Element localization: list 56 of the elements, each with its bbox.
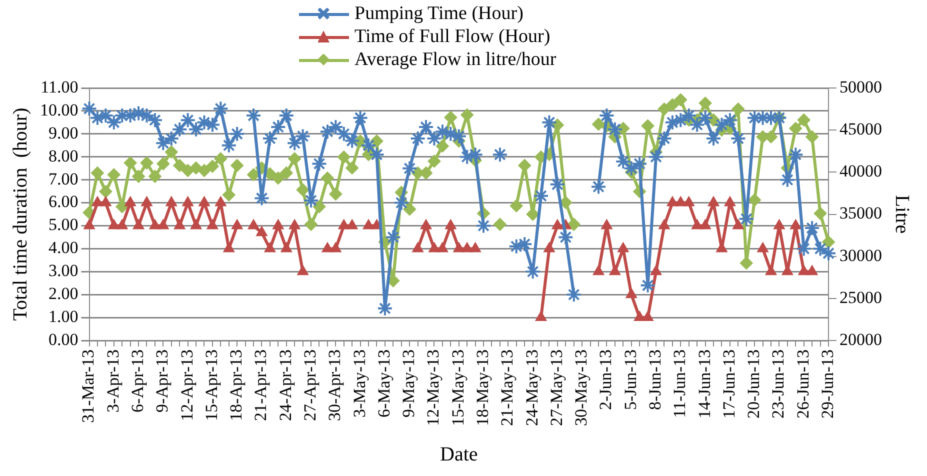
x-tick-label: 31-Mar-13 (78, 350, 98, 423)
y-tick-label: 1.00 (48, 307, 78, 326)
x-tick-label: 5-Jun-13 (620, 350, 640, 410)
x-tick-label: 21-May-13 (498, 350, 517, 426)
y2-tick-label: 20000 (840, 330, 882, 349)
y-tick-label: 10.00 (40, 100, 78, 120)
y2-tick-label: 25000 (840, 288, 882, 307)
legend-label: Pumping Time (Hour) (354, 2, 524, 24)
x-tick-label: 3-May-13 (350, 350, 369, 418)
x-tick-label: 29-Jun-13 (818, 350, 837, 418)
x-tick-label: 24-May-13 (522, 350, 542, 426)
x-tick-label: 6-Apr-13 (128, 350, 147, 412)
legend-label: Time of Full Flow (Hour) (354, 26, 550, 48)
y-tick-label: 11.00 (40, 77, 78, 96)
y2-tick-label: 30000 (840, 246, 882, 265)
y-tick-label: 2.00 (48, 284, 78, 304)
y2-tick-label: 35000 (840, 204, 882, 223)
x-tick-label: 15-May-13 (448, 350, 468, 426)
x-tick-label: 17-Jun-13 (719, 350, 738, 418)
x-tick-label: 30-Apr-13 (325, 350, 344, 421)
x-tick-label: 18-Apr-13 (226, 350, 246, 421)
x-tick-label: 21-Apr-13 (251, 350, 270, 421)
y-tick-label: 7.00 (48, 169, 78, 188)
x-tick-label: 15-Apr-13 (202, 350, 221, 421)
y-tick-label: 6.00 (48, 192, 78, 212)
x-tick-label: 9-May-13 (399, 350, 418, 418)
legend-label: Average Flow in litre/hour (354, 48, 556, 70)
x-tick-label: 26-Jun-13 (793, 350, 812, 418)
y2-axis-title: Litre (890, 194, 913, 234)
y-tick-label: 3.00 (48, 261, 78, 280)
x-tick-label: 18-May-13 (472, 350, 492, 426)
x-tick-label: 24-Apr-13 (276, 350, 295, 421)
y-tick-label: 0.00 (48, 330, 78, 349)
y2-tick-label: 40000 (840, 162, 882, 181)
x-tick-label: 30-May-13 (572, 350, 591, 426)
x-tick-label: 11-Jun-13 (670, 350, 690, 418)
x-tick-label: 23-Jun-13 (768, 350, 788, 418)
x-tick-label: 9-Apr-13 (152, 350, 172, 412)
y-axis-title: Total time duration (hour) (9, 108, 32, 321)
x-axis-title: Date (440, 443, 478, 466)
x-tick-label: 20-Jun-13 (744, 350, 764, 418)
x-tick-label: 12-Apr-13 (177, 350, 196, 421)
y-tick-label: 8.00 (48, 146, 78, 166)
y2-tick-label: 45000 (840, 120, 882, 139)
x-tick-label: 8-Jun-13 (645, 350, 664, 410)
x-tick-label: 12-May-13 (424, 350, 443, 426)
y2-tick-label: 50000 (840, 77, 882, 96)
x-tick-label: 3-Apr-13 (103, 350, 122, 412)
x-tick-label: 14-Jun-13 (694, 350, 714, 418)
x-tick-label: 6-May-13 (374, 350, 394, 418)
x-tick-label: 27-Apr-13 (300, 350, 320, 421)
y-tick-label: 9.00 (48, 123, 78, 142)
x-tick-label: 27-May-13 (546, 350, 566, 426)
x-tick-label: 2-Jun-13 (596, 350, 616, 410)
y-tick-label: 5.00 (48, 215, 78, 234)
y-tick-label: 4.00 (48, 238, 78, 258)
